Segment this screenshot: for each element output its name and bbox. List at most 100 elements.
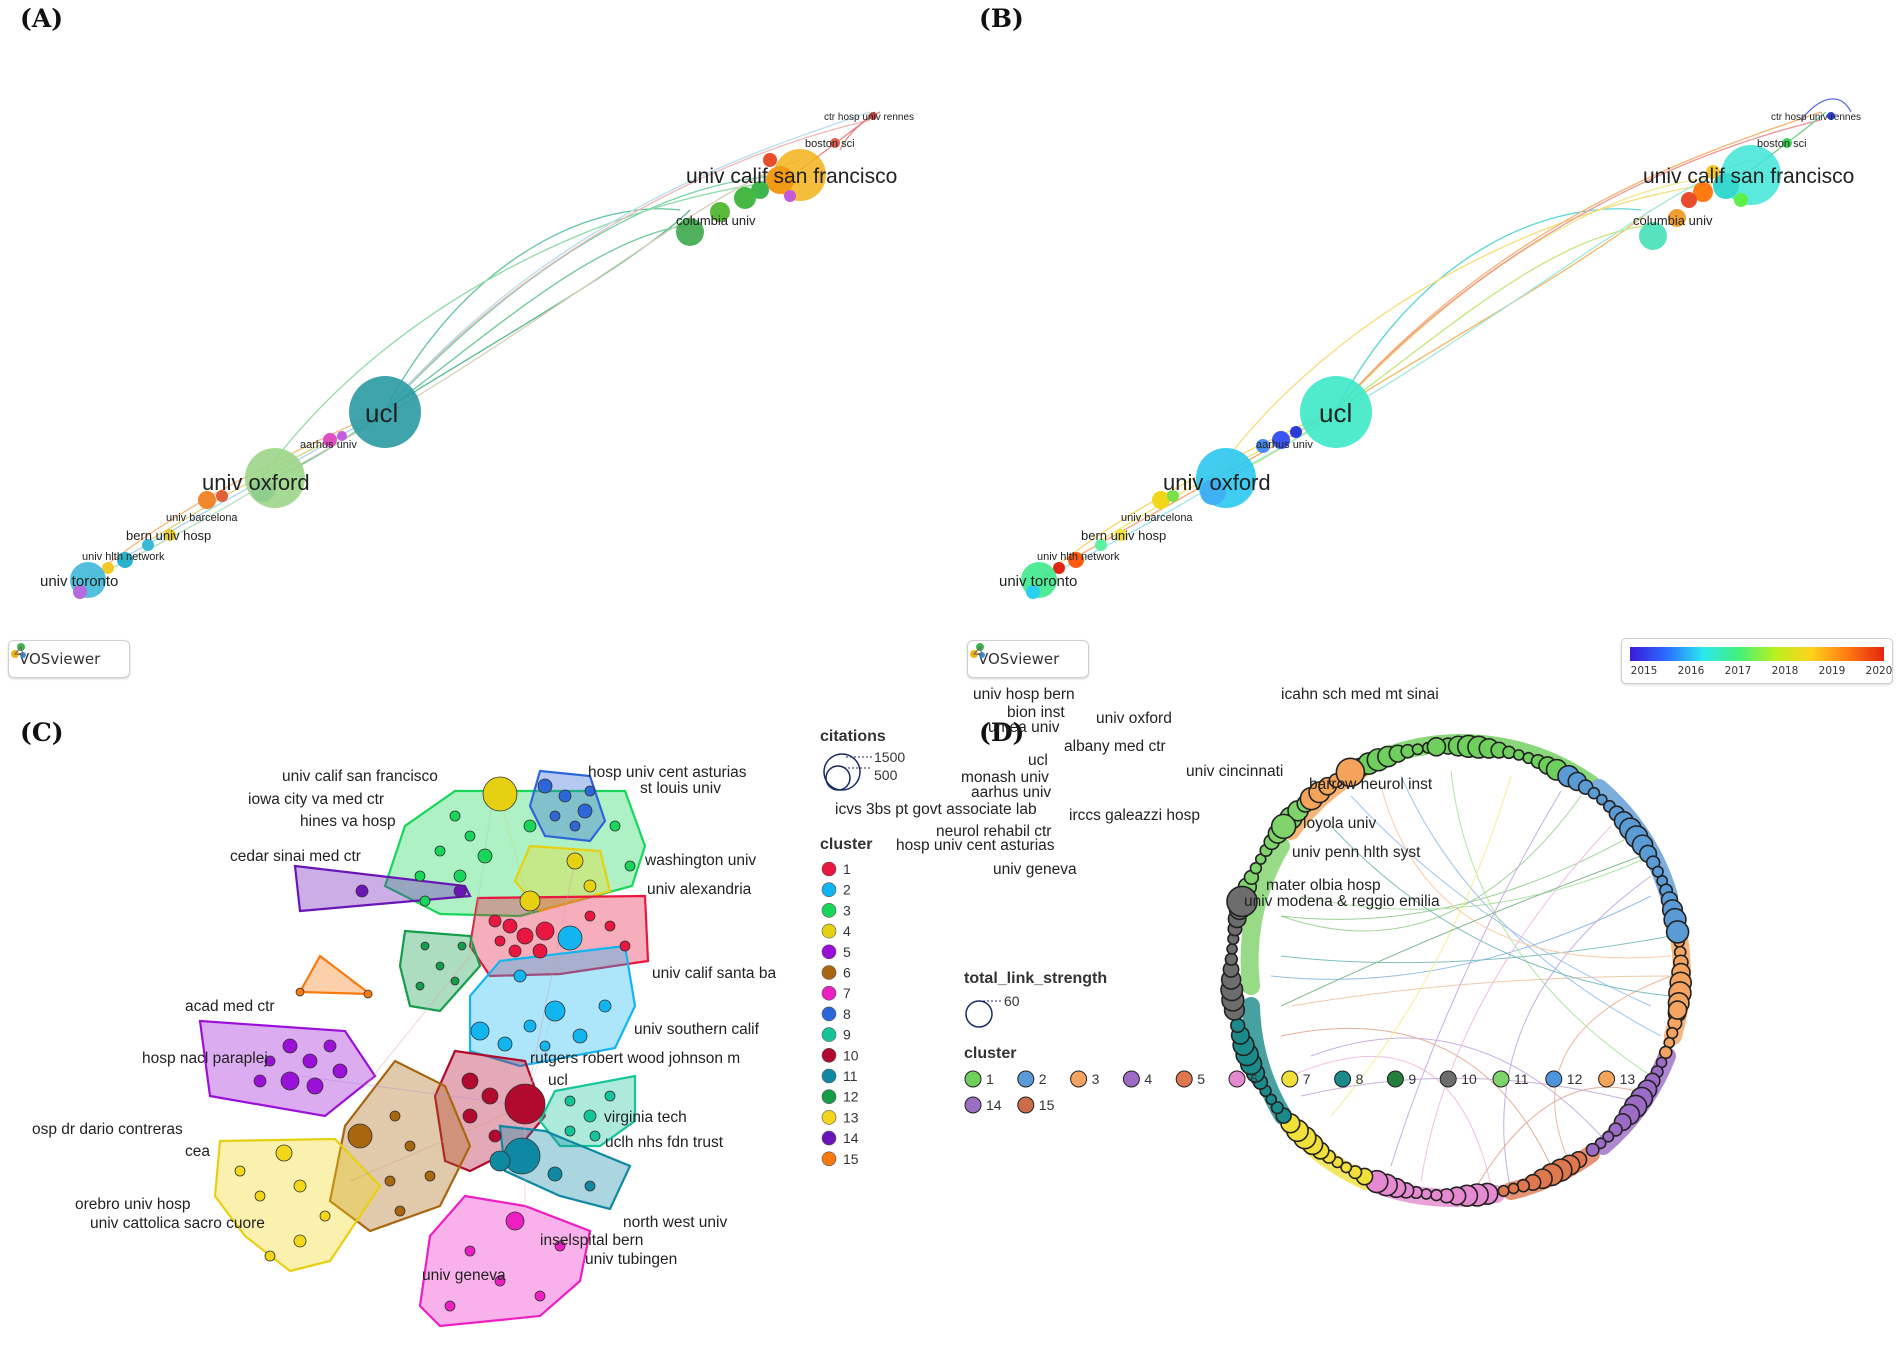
node [415, 981, 425, 991]
link [1290, 975, 1672, 1007]
cluster-swatch [1386, 1070, 1404, 1088]
cluster-legend-label: 3 [1092, 1071, 1100, 1087]
cluster-swatch [1122, 1070, 1140, 1088]
node [464, 1245, 476, 1257]
labels-b: ctr hosp univ rennes boston sci univ cal… [999, 112, 1861, 590]
label-ctr-hosp: ctr hosp univ rennes [1771, 112, 1861, 123]
cluster-legend-label: 6 [1250, 1071, 1258, 1087]
node-boston [830, 138, 840, 148]
label-aarhus: aarhus univ [1256, 439, 1313, 451]
cluster-legend-label: 14 [986, 1097, 1002, 1113]
node [577, 803, 593, 819]
ring-node [1270, 1101, 1284, 1115]
ring-node [1587, 786, 1601, 800]
cluster-swatch [821, 1110, 837, 1125]
link [1330, 825, 1672, 997]
label-neurol: neurol rehabil ctr [936, 823, 1051, 840]
cluster-swatch [1598, 1070, 1616, 1088]
node [319, 1210, 331, 1222]
node [477, 848, 493, 864]
label-modena: univ modena & reggio emilia [1244, 893, 1440, 910]
label-north-west: north west univ [623, 1214, 727, 1231]
node [264, 1055, 276, 1067]
label-oxford: univ oxford [202, 470, 310, 495]
cluster-swatch [821, 1151, 837, 1167]
link [1290, 1055, 1492, 1187]
node [251, 478, 275, 502]
panel-c-letter: (C) [20, 718, 64, 747]
node [1053, 562, 1065, 574]
hull-cluster-13 [213, 1137, 382, 1273]
year-gradient [1630, 647, 1884, 661]
network-map-b: ctr hosp univ rennes boston sci univ cal… [999, 98, 1861, 599]
node [282, 1038, 298, 1054]
node [503, 1137, 541, 1175]
link [1300, 855, 1652, 910]
node [604, 1090, 616, 1102]
ring-nodes [1220, 734, 1693, 1207]
year-tick: 2019 [1818, 665, 1846, 677]
node [1290, 426, 1302, 438]
node-barcelona [1152, 491, 1170, 509]
link [384, 119, 871, 411]
cluster-legend-label: 9 [1408, 1071, 1416, 1087]
label-ucl: ucl [1319, 398, 1352, 428]
node [102, 562, 114, 574]
cluster-swatch [821, 1027, 837, 1042]
label-penn: univ penn hlth syst [1292, 844, 1421, 861]
label-tubingen: univ tubingen [585, 1251, 677, 1268]
chord-labels: albany med ctr icahn sch med mt sinai un… [835, 686, 1440, 910]
cluster-legend-label: 2 [1039, 1071, 1047, 1087]
cluster-legend-label: 11 [843, 1068, 858, 1084]
cluster-swatch [1228, 1070, 1246, 1088]
hull-cluster-6 [328, 1059, 472, 1233]
node-ucl [349, 376, 421, 448]
node [293, 1179, 307, 1193]
node [516, 927, 534, 945]
hull-cluster-15 [298, 954, 374, 996]
label-columbia: columbia univ [676, 213, 756, 228]
link [1554, 975, 1672, 1167]
label-aarhus: aarhus univ [300, 439, 357, 451]
ring-node-major [1426, 737, 1447, 757]
link [1470, 1086, 1652, 1197]
node [566, 852, 584, 870]
node [306, 1077, 324, 1095]
link [384, 111, 871, 411]
ring-node [1224, 952, 1239, 966]
link [1280, 795, 1582, 932]
link [469, 780, 496, 957]
node [420, 941, 430, 951]
link [349, 1105, 526, 1182]
cluster-swatch [821, 1006, 837, 1022]
labels-a: ctr hosp univ rennes boston sci univ cal… [40, 112, 914, 590]
label-icahn: icahn sch med mt sinai [1281, 686, 1439, 703]
size-legend-60: 60 [1004, 993, 1020, 1009]
node [404, 1140, 416, 1152]
cluster-legend-label: 8 [1356, 1071, 1364, 1087]
label-hines: hines va hosp [300, 813, 396, 830]
node [549, 810, 561, 822]
node [558, 789, 572, 803]
label-iowa: iowa city va med ctr [248, 791, 384, 808]
node [424, 1170, 436, 1182]
size-legend-c: citations 1500 500 cluster [820, 728, 905, 853]
node [419, 895, 431, 907]
node [435, 961, 445, 971]
node [569, 820, 581, 832]
label-geneva: univ geneva [993, 861, 1077, 878]
vosviewer-logo-icon [970, 643, 985, 658]
panel-d-letter: (D) [979, 718, 1025, 747]
link [1100, 439, 1282, 541]
node [494, 1275, 506, 1287]
ring-node [1230, 1017, 1246, 1034]
cluster-swatch [821, 1130, 837, 1146]
link [1210, 179, 1742, 481]
node [323, 1039, 337, 1053]
cluster-swatch [1070, 1070, 1088, 1088]
label-cedar: cedar sinai med ctr [230, 848, 361, 865]
node [1256, 439, 1270, 453]
label-columbia: columbia univ [1633, 213, 1713, 228]
node-hlth [117, 552, 133, 568]
label-bern: bern univ hosp [1081, 528, 1166, 543]
